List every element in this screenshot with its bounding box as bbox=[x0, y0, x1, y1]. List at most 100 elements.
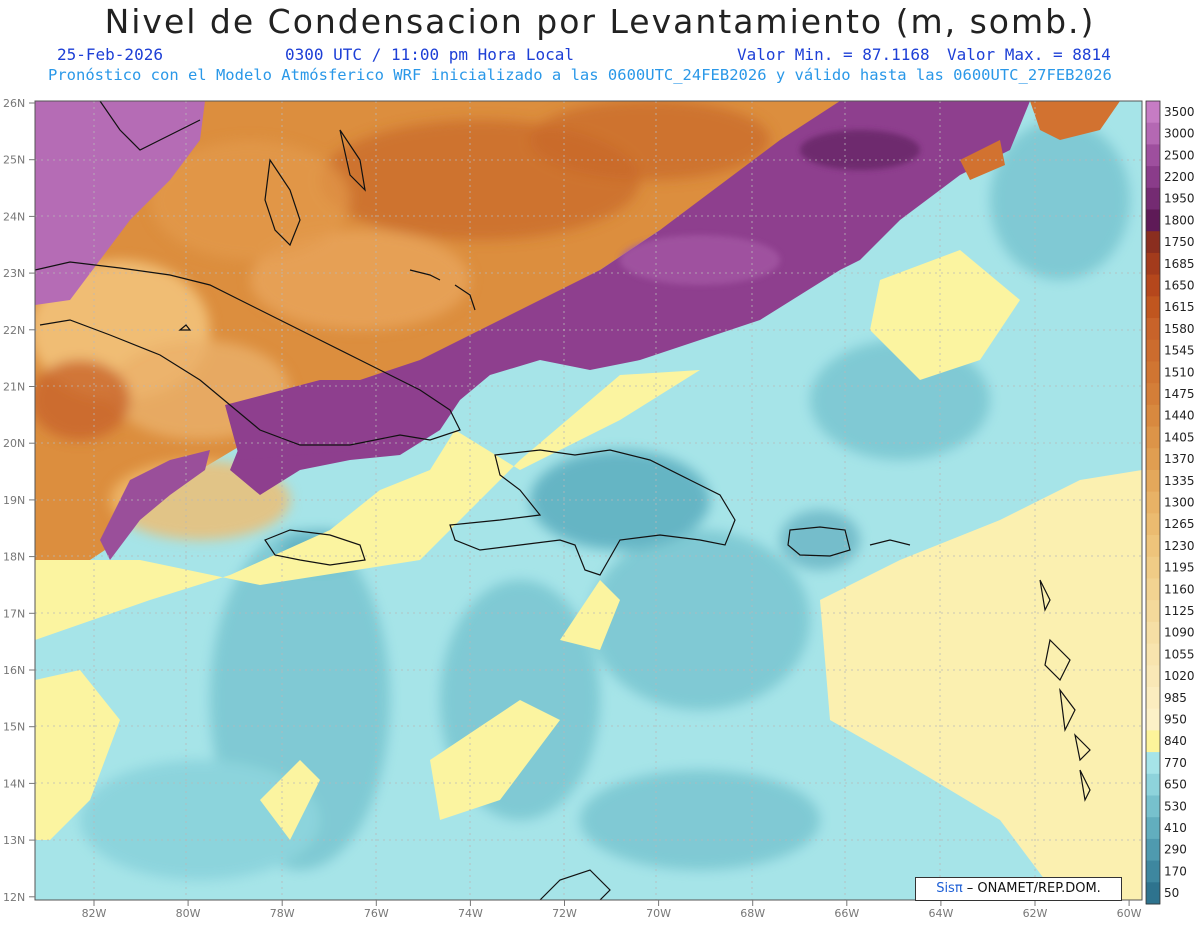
lon-label: 60W bbox=[1117, 907, 1142, 920]
lat-label: 19N bbox=[3, 494, 25, 507]
purple-nw bbox=[35, 101, 205, 305]
colorbar-label: 1685 bbox=[1164, 257, 1195, 271]
colorbar-swatch bbox=[1146, 752, 1160, 775]
lat-label: 12N bbox=[3, 891, 25, 904]
colorbar-label: 3500 bbox=[1164, 105, 1195, 119]
colorbar-swatch bbox=[1146, 491, 1160, 514]
colorbar-swatch bbox=[1146, 144, 1160, 167]
colorbar-label: 1160 bbox=[1164, 582, 1195, 596]
colorbar-frame bbox=[1145, 100, 1161, 905]
colorbar-swatch bbox=[1146, 448, 1160, 471]
colorbar-swatch bbox=[1146, 708, 1160, 731]
colorbar-swatch bbox=[1146, 252, 1160, 276]
lon-label: 78W bbox=[270, 907, 295, 920]
orange-ne-strip bbox=[960, 140, 1005, 180]
value-max: Valor Max. = 8814 bbox=[947, 45, 1111, 64]
colorbar-swatch bbox=[1146, 643, 1160, 666]
cayman-island bbox=[178, 324, 192, 331]
colorbar-swatch bbox=[1146, 274, 1160, 297]
model-info: Pronóstico con el Modelo Atmósferico WRF… bbox=[48, 66, 1112, 84]
colorbar-swatch bbox=[1146, 621, 1160, 645]
colorbar-swatch bbox=[1146, 838, 1160, 862]
lesser-antilles-1 bbox=[1039, 579, 1051, 612]
lesser-antilles-5 bbox=[1079, 769, 1091, 802]
lon-label: 72W bbox=[552, 907, 577, 920]
colorbar-swatch bbox=[1146, 339, 1160, 362]
colorbar-swatch bbox=[1146, 730, 1160, 753]
lat-label: 16N bbox=[3, 664, 25, 677]
credit-sis: Sisπ bbox=[936, 881, 963, 896]
colorbar-swatch bbox=[1146, 231, 1160, 254]
lat-label: 15N bbox=[3, 721, 25, 734]
colorbar-label: 770 bbox=[1164, 756, 1187, 770]
colorbar-label: 1650 bbox=[1164, 278, 1195, 292]
colorbar-swatch bbox=[1146, 361, 1160, 384]
forecast-time: 0300 UTC / 11:00 pm Hora Local bbox=[285, 45, 574, 64]
colorbar: 3500 3000 2500 2200 1950 1800 1750 1685 1650 1615… bbox=[1145, 100, 1195, 905]
colorbar-swatch bbox=[1146, 469, 1160, 493]
colorbar-swatch bbox=[1146, 296, 1160, 319]
forecast-date: 25-Feb-2026 bbox=[57, 45, 163, 64]
colorbar-label: 410 bbox=[1164, 821, 1187, 835]
yellow-band bbox=[35, 250, 1142, 900]
colorbar-label: 1615 bbox=[1164, 300, 1195, 314]
colorbar-label: 1750 bbox=[1164, 235, 1195, 249]
lat-label: 20N bbox=[3, 437, 25, 450]
colorbar-label: 1300 bbox=[1164, 496, 1195, 510]
colorbar-label: 1800 bbox=[1164, 213, 1195, 227]
lon-label: 64W bbox=[928, 907, 953, 920]
lat-label: 17N bbox=[3, 607, 25, 620]
bahamas-island-4 bbox=[409, 269, 441, 281]
jamaica-coast bbox=[264, 529, 366, 566]
colorbar-swatch bbox=[1146, 817, 1160, 840]
longitude-labels: 82W 80W 78W 76W 74W 72W 70W 68W 66W 64W 62W 60W bbox=[82, 900, 1142, 920]
colorbar-label: 290 bbox=[1164, 843, 1187, 857]
colorbar-label: 1020 bbox=[1164, 669, 1195, 683]
colorbar-label: 1090 bbox=[1164, 626, 1195, 640]
bahamas-island-2 bbox=[339, 129, 366, 192]
lon-label: 80W bbox=[176, 907, 201, 920]
lat-label: 22N bbox=[3, 324, 25, 337]
colorbar-label: 1230 bbox=[1164, 539, 1195, 553]
field-layers bbox=[35, 101, 1142, 900]
lat-label: 13N bbox=[3, 834, 25, 847]
colorbar-label: 1265 bbox=[1164, 517, 1195, 531]
colorbar-swatch bbox=[1146, 101, 1160, 124]
colorbar-label: 985 bbox=[1164, 691, 1187, 705]
colorbar-label: 1475 bbox=[1164, 387, 1195, 401]
coastlines bbox=[35, 101, 1091, 900]
value-min: Valor Min. = 87.1168 bbox=[737, 45, 930, 64]
orange-ne-corner bbox=[1030, 101, 1120, 140]
colorbar-swatch bbox=[1146, 578, 1160, 601]
lon-label: 70W bbox=[646, 907, 671, 920]
colorbar-swatch bbox=[1146, 860, 1160, 883]
map-frame bbox=[34, 100, 1143, 901]
lon-label: 68W bbox=[740, 907, 765, 920]
colorbar-swatch bbox=[1146, 426, 1160, 449]
colorbar-swatch bbox=[1146, 600, 1160, 623]
purple-cuba-east bbox=[225, 380, 420, 460]
colorbar-label: 50 bbox=[1164, 886, 1179, 900]
colorbar-label: 1125 bbox=[1164, 604, 1195, 618]
colorbar-label: 950 bbox=[1164, 713, 1187, 727]
bahamas-island-3 bbox=[99, 101, 201, 151]
lon-label: 82W bbox=[82, 907, 107, 920]
lat-label: 24N bbox=[3, 210, 25, 223]
colorbar-swatch bbox=[1146, 686, 1160, 710]
colorbar-label: 1370 bbox=[1164, 452, 1195, 466]
lat-label: 21N bbox=[3, 381, 25, 394]
cuba-coast bbox=[35, 261, 461, 446]
hispaniola-coast bbox=[449, 449, 736, 576]
colorbar-label: 1440 bbox=[1164, 409, 1195, 423]
colorbar-swatch bbox=[1146, 882, 1160, 905]
colorbar-swatch bbox=[1146, 383, 1160, 406]
lat-label: 23N bbox=[3, 267, 25, 280]
colorbar-label: 1335 bbox=[1164, 474, 1195, 488]
purple-cuba-west bbox=[35, 258, 80, 305]
colorbar-swatch bbox=[1146, 795, 1160, 818]
lat-label: 18N bbox=[3, 551, 25, 564]
colorbar-swatch bbox=[1146, 513, 1160, 536]
lon-label: 76W bbox=[364, 907, 389, 920]
colorbar-swatch bbox=[1146, 404, 1160, 428]
